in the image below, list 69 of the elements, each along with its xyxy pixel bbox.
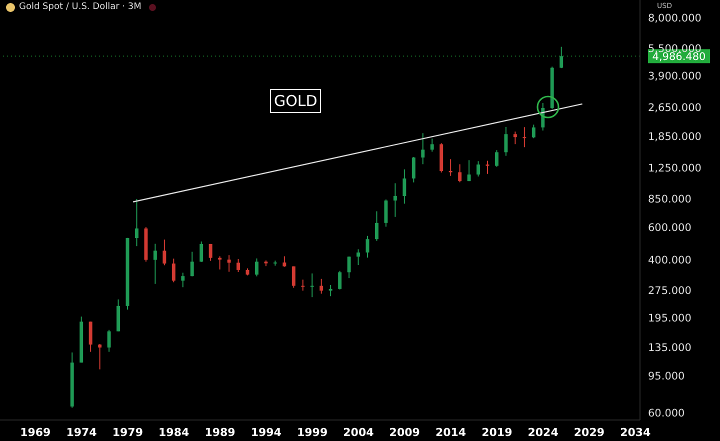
x-tick-label: 1989 [204, 426, 236, 439]
y-tick-label: 195.000 [648, 312, 692, 325]
candlestick [402, 168, 406, 204]
y-tick-label: 135.000 [648, 342, 692, 354]
candlestick [153, 243, 157, 284]
candlestick [172, 258, 176, 283]
candlestick [522, 126, 526, 148]
annotation: GOLD [270, 89, 322, 113]
x-tick-label: 2004 [343, 426, 374, 439]
candlestick [560, 46, 564, 69]
y-tick-label: 2,650.000 [648, 102, 702, 114]
candlestick [181, 272, 185, 288]
candlestick [513, 131, 517, 145]
candlestick [532, 124, 536, 139]
x-tick-label: 1979 [112, 426, 144, 439]
candlestick [135, 198, 138, 247]
candlestick [98, 344, 102, 370]
candlestick [255, 258, 258, 277]
candlestick [236, 258, 240, 273]
y-tick-label: 275.000 [648, 284, 692, 297]
candlestick [421, 132, 425, 165]
x-tick-label: 1999 [296, 426, 328, 439]
candlestick [393, 182, 397, 218]
candlestick [320, 278, 324, 294]
candlestick [384, 198, 388, 228]
candlestick [495, 150, 498, 168]
x-tick-label: 2034 [620, 426, 652, 439]
x-tick-label: 2014 [435, 426, 466, 439]
x-tick-label: 2019 [482, 426, 512, 439]
candlestick [430, 138, 434, 152]
x-tick-label: 1974 [66, 426, 98, 439]
candlestick [467, 160, 471, 182]
candlestick [107, 329, 111, 352]
y-tick-label: 1,250.000 [648, 162, 702, 175]
candlestick [347, 256, 351, 279]
ref-line-label: 4,986.480 [652, 51, 706, 64]
candlestick [412, 156, 416, 183]
x-tick-label: 2029 [574, 426, 605, 439]
candlestick [375, 210, 378, 242]
x-tick-label: 2024 [528, 426, 559, 439]
y-tick-label: 600.000 [648, 222, 692, 234]
candlestick [356, 248, 360, 266]
x-tick-label: 1984 [158, 426, 190, 439]
x-tick-label: 2009 [389, 426, 420, 439]
candlestick [162, 239, 166, 266]
candlestick [504, 126, 508, 156]
y-tick-label: 1,850.000 [648, 130, 702, 143]
candlestick [190, 251, 194, 277]
candlestick [292, 266, 296, 288]
candlestick [208, 243, 212, 262]
y-tick-label: 95.000 [648, 370, 685, 383]
y-tick-label: 60.000 [648, 408, 685, 420]
candlestick [310, 272, 314, 298]
y-tick-label: 850.000 [648, 194, 692, 206]
candlestick [88, 321, 92, 352]
y-tick-label: 8,000.000 [648, 12, 702, 25]
x-tick-label: 1969 [20, 426, 51, 439]
candlestick [227, 254, 231, 272]
candlestick [458, 164, 462, 183]
candlestick [282, 256, 286, 268]
x-tick-label: 1994 [250, 426, 282, 439]
y-tick-label: 400.000 [648, 254, 692, 267]
candlestick [476, 160, 480, 178]
y-tick-label: 3,900.000 [648, 70, 702, 83]
candlestick [200, 241, 204, 262]
candlestick [338, 270, 342, 290]
chart-title: Gold Spot / U.S. Dollar · 3M [19, 2, 142, 12]
candlestick [301, 279, 305, 292]
candlestick [486, 160, 490, 174]
